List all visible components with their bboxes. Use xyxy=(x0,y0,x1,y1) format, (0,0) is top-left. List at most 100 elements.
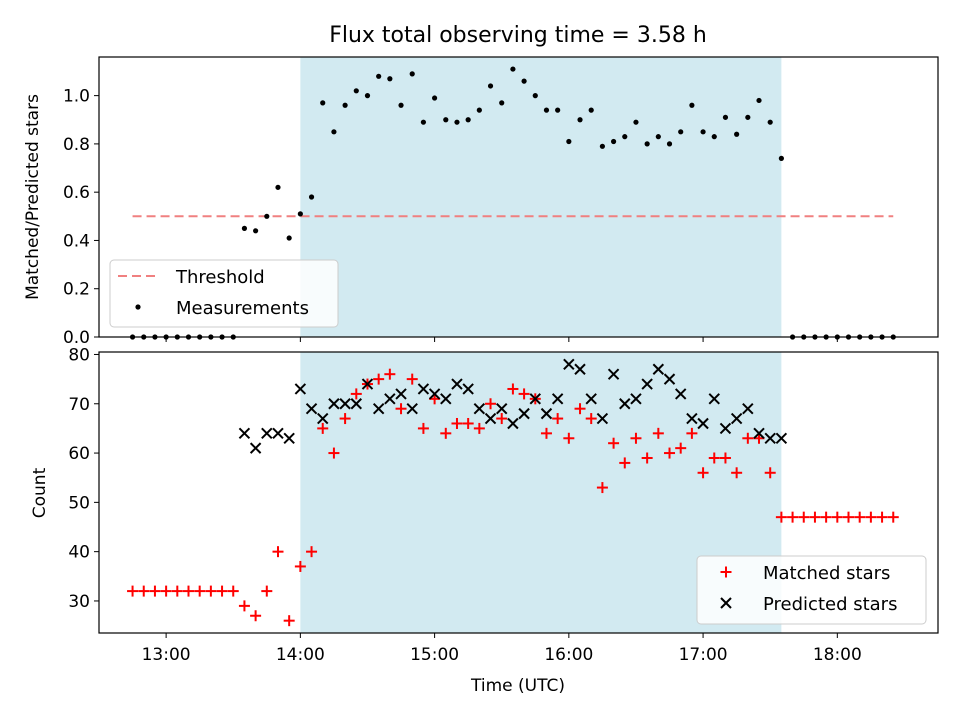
x-marker-b xyxy=(283,432,295,444)
x-marker-b xyxy=(753,427,765,440)
matched-star-point xyxy=(742,432,754,444)
measurement-point xyxy=(778,155,784,161)
matched-star-point xyxy=(250,610,262,622)
measurement-point xyxy=(577,117,583,123)
legend-predicted-swatch xyxy=(720,597,732,609)
predicted-star-point xyxy=(406,402,418,415)
measurement-point xyxy=(510,66,516,72)
x-marker-b xyxy=(708,393,720,405)
matched-star-point xyxy=(585,413,597,425)
x-marker-b xyxy=(339,398,351,410)
top-axis-ticks: 0.0 0.2 0.4 0.6 0.8 1.0 xyxy=(63,87,838,348)
bottom-axes-frame xyxy=(98,351,939,634)
top-y-tick-label: 0.0 xyxy=(63,328,90,348)
predicted-star-point xyxy=(563,358,575,371)
measurement-point xyxy=(622,134,628,140)
predicted-star-point xyxy=(294,383,307,395)
x-marker-b xyxy=(551,393,564,405)
x-marker-b xyxy=(574,363,586,375)
matched-star-point xyxy=(820,511,832,523)
measurement-point xyxy=(308,194,315,200)
x-marker-b xyxy=(641,378,653,390)
measurement-point xyxy=(241,225,248,231)
matched-star-point xyxy=(127,585,139,597)
measurement-point xyxy=(767,119,773,125)
matched-star-point xyxy=(608,437,620,449)
x-marker-b xyxy=(507,417,519,430)
x-marker-b xyxy=(328,398,340,410)
matched-star-point xyxy=(675,442,687,454)
x-marker-b xyxy=(585,393,597,405)
x-marker-b xyxy=(261,427,273,440)
matched-star-point xyxy=(664,447,676,459)
x-marker-b xyxy=(630,393,642,405)
x-marker-b xyxy=(451,378,463,390)
measurement-point xyxy=(420,119,427,125)
matched-star-point xyxy=(697,467,709,479)
predicted-star-point xyxy=(619,398,631,410)
matched-star-point xyxy=(406,373,418,385)
bottom-axis-ticks: 13:00 14:00 15:00 16:00 17:00 18:00 30 40 50 60 70… xyxy=(68,345,861,665)
measurement-point xyxy=(476,107,482,113)
matched-star-point xyxy=(350,388,362,400)
matched-star-point xyxy=(887,511,899,523)
x-marker-b xyxy=(440,393,452,405)
measurement-point xyxy=(532,93,538,99)
measurement-point xyxy=(689,102,695,108)
predicted-star-point xyxy=(384,393,396,405)
x-marker-b xyxy=(674,388,687,400)
bottom-x-tick-label: 13:00 xyxy=(142,645,191,665)
top-span-rect xyxy=(300,57,782,337)
measurement-point xyxy=(666,141,673,147)
matched-star-point xyxy=(619,457,631,469)
predicted-star-point xyxy=(686,412,698,425)
top-y-axis-label: Matched/Predicted stars xyxy=(23,94,43,300)
measurement-point xyxy=(588,107,594,113)
x-marker-b xyxy=(395,388,407,400)
predicted-star-point xyxy=(574,363,586,375)
matched-star-point xyxy=(328,447,340,459)
predicted-star-point xyxy=(339,398,351,410)
measurement-point xyxy=(331,129,337,135)
matched-star-point xyxy=(227,585,239,597)
matched-star-point xyxy=(764,467,776,479)
x-marker-b xyxy=(462,383,474,395)
top-shaded-span xyxy=(300,57,782,337)
predicted-star-point xyxy=(328,398,340,410)
x-marker-b xyxy=(249,442,262,454)
measurement-point xyxy=(655,134,661,140)
top-chart-title: Flux total observing time = 3.58 h xyxy=(329,23,707,48)
matched-star-point xyxy=(216,585,228,597)
bottom-matched-markers xyxy=(127,368,899,627)
predicted-star-point xyxy=(249,442,262,454)
matched-star-point xyxy=(182,585,194,597)
predicted-star-point xyxy=(372,402,385,415)
bottom-x-tick-label: 14:00 xyxy=(276,645,325,665)
matched-star-point xyxy=(798,511,810,523)
matched-star-point xyxy=(171,585,183,597)
measurement-point xyxy=(454,119,460,125)
measurement-point xyxy=(734,131,740,137)
x-marker-b xyxy=(473,402,486,415)
matched-star-point xyxy=(787,511,799,523)
x-marker-b xyxy=(496,402,508,415)
matched-star-point xyxy=(518,388,530,400)
predicted-star-point xyxy=(697,417,709,430)
measurement-point xyxy=(398,102,404,108)
bottom-x-tick-label: 16:00 xyxy=(544,645,593,665)
predicted-star-point xyxy=(730,412,743,425)
bottom-x-tick-label: 15:00 xyxy=(410,645,459,665)
matched-star-point xyxy=(205,585,217,597)
bottom-legend-box xyxy=(696,555,927,625)
measurement-point xyxy=(286,235,292,241)
predicted-star-point xyxy=(708,393,720,405)
measurement-point xyxy=(409,71,415,77)
matched-star-point xyxy=(652,427,664,439)
legend-measurements-swatch xyxy=(135,304,141,310)
legend-matched-label: Matched stars xyxy=(763,563,890,584)
matched-star-point xyxy=(373,373,385,385)
predicted-star-point xyxy=(272,427,284,440)
predicted-star-point xyxy=(428,388,441,400)
measurement-point xyxy=(487,83,494,89)
bottom-y-tick-label: 70 xyxy=(68,395,90,415)
